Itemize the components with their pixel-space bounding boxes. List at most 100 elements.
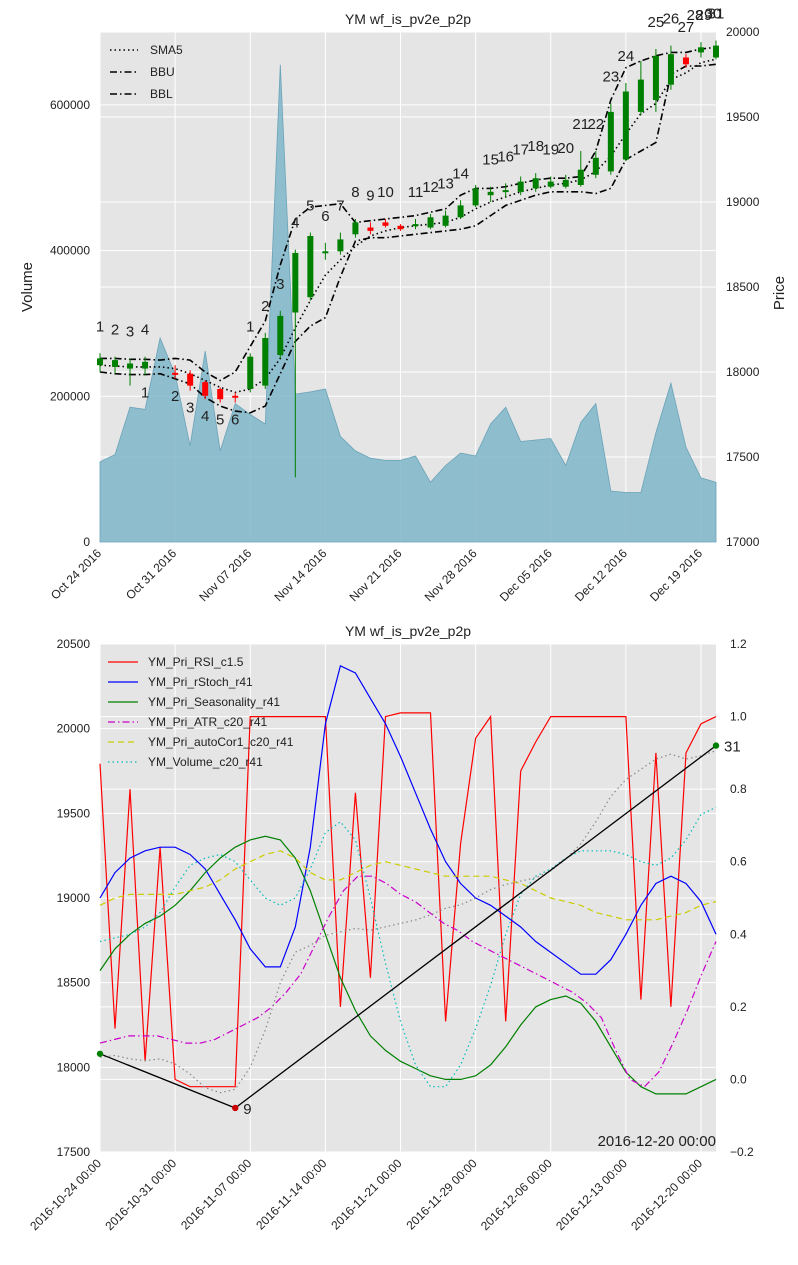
right-tick-label: 0.8 (730, 782, 747, 796)
candle-body (562, 179, 569, 187)
date-tick-label: Dec 19 2016 (647, 546, 705, 604)
pivot-label-high: 6 (321, 208, 329, 225)
candle-body (472, 188, 479, 206)
series-line-sma5 (99, 58, 717, 394)
pivot-point-label: 31 (724, 739, 741, 756)
pivot-label-high: 14 (452, 165, 469, 182)
volume-tick-label: 400000 (50, 244, 90, 258)
indicator-line-ym-pri-rsi-c1-5 (99, 712, 717, 1088)
price-tick-label: 17000 (726, 535, 760, 549)
pivot-label-high: 23 (602, 68, 619, 85)
series-line-bbl (99, 63, 717, 414)
pivot-label-high: 3 (276, 276, 284, 293)
legend-label: BBU (150, 65, 175, 79)
date-tick-label: Nov 28 2016 (422, 546, 480, 604)
price-tick-label: 17500 (726, 450, 760, 464)
pivot-label-high: 31 (708, 6, 725, 23)
candle-body (547, 181, 554, 187)
indicator-line-ym-pri-autocor1-c20-r41 (99, 850, 717, 921)
candle-body (487, 191, 494, 196)
indicator-line-ym-pri-seasonality-r41 (99, 835, 717, 1095)
volume-tick-label: 600000 (50, 98, 90, 112)
pivot-label-high: 3 (126, 323, 134, 340)
candle-body (382, 222, 389, 226)
candle-body (127, 363, 134, 369)
candle-body (217, 389, 224, 400)
pivot-label-high: 4 (291, 215, 299, 232)
right-tick-label: −0.2 (730, 1145, 754, 1159)
right-tick-label: 0.2 (730, 1000, 747, 1014)
candle-body (307, 236, 314, 298)
price-tick-label: 20000 (726, 25, 760, 39)
right-tick-label: 1.0 (730, 710, 747, 724)
price-tick-label: 18500 (726, 280, 760, 294)
candle-body (112, 360, 119, 367)
datetime-tick-label: 2016-12-20 00:00 (628, 1156, 705, 1233)
pivot-point (232, 1104, 239, 1112)
candle-body (667, 54, 674, 85)
legend-label: YM_Pri_ATR_c20_r41 (148, 715, 267, 729)
pivot-label-high: 22 (587, 116, 604, 133)
pivot-point (712, 742, 720, 749)
pivot-label-low: 3 (186, 400, 194, 417)
pivot-point-label: 9 (243, 1101, 251, 1118)
left-tick-label: 18000 (57, 1060, 91, 1074)
candle-body (262, 338, 269, 386)
datetime-tick-label: 2016-11-14 00:00 (253, 1156, 329, 1232)
datetime-tick-label: 2016-12-13 00:00 (553, 1156, 630, 1233)
candle-body (457, 205, 464, 218)
last-date-annotation: 2016-12-20 00:00 (598, 1133, 716, 1150)
date-tick-label: Nov 21 2016 (347, 546, 405, 604)
right-tick-label: 0.6 (730, 855, 747, 869)
pivot-point (96, 1050, 104, 1057)
candle-body (202, 382, 209, 396)
candle-body (397, 225, 404, 230)
pivot-label-low: 4 (201, 408, 209, 425)
pivot-label-high: 26 (663, 11, 680, 28)
datetime-tick-label: 2016-11-21 00:00 (328, 1156, 404, 1232)
candle-body (172, 372, 179, 375)
candle-body (292, 253, 299, 313)
candle-body (622, 91, 629, 160)
candle-body (577, 169, 584, 185)
pivot-label-high: 30 (705, 6, 722, 23)
candle-body (412, 224, 419, 227)
date-tick-label: Oct 31 2016 (123, 546, 179, 602)
pivot-label-high: 28 (687, 7, 704, 24)
date-tick-label: Nov 07 2016 (196, 546, 254, 604)
chart-title: YM wf_is_pv2e_p2p (345, 623, 471, 639)
right-tick-label: 1.2 (730, 637, 747, 651)
candle-body (277, 315, 284, 355)
candle-body (442, 215, 449, 226)
bottom-chart: 9 31 2016-12-20 00:00 17500 18000 18500 19000 1… (27, 623, 754, 1233)
indicator-line-ym-pri-rstoch-r41 (99, 664, 717, 975)
candle-body (697, 47, 704, 53)
pivot-label-high: 2 (111, 322, 119, 339)
candle-body (713, 45, 719, 58)
pivot-label-high: 18 (527, 138, 544, 155)
volume-area (99, 64, 717, 543)
candle-body (607, 111, 614, 172)
left-tick-label: 20500 (57, 637, 91, 651)
chart-title: YM wf_is_pv2e_p2p (345, 11, 471, 27)
pivot-label-high: 24 (618, 48, 635, 65)
candle-body (517, 181, 524, 192)
left-tick-label: 18500 (57, 976, 91, 990)
pivot-label-high: 17 (512, 142, 529, 159)
candle-body (232, 395, 239, 398)
indicator-line-ym-pri-atr-c20-r41 (99, 875, 717, 1088)
volume-axis-label: Volume (19, 262, 36, 312)
legend-label: YM_Pri_Seasonality_r41 (148, 695, 280, 709)
candle-body (142, 361, 149, 369)
pivot-label-low: 2 (171, 388, 179, 405)
pivot-label-high: 2 (261, 298, 269, 315)
pivot-label-high: 11 (408, 184, 424, 201)
candle-body (187, 373, 194, 386)
pivot-label-high: 29 (696, 7, 713, 24)
date-tick-label: Dec 05 2016 (497, 546, 555, 604)
right-tick-label: 0.0 (730, 1072, 747, 1086)
pivot-label-high: 19 (542, 142, 559, 159)
pivot-label-high: 21 (572, 116, 589, 133)
